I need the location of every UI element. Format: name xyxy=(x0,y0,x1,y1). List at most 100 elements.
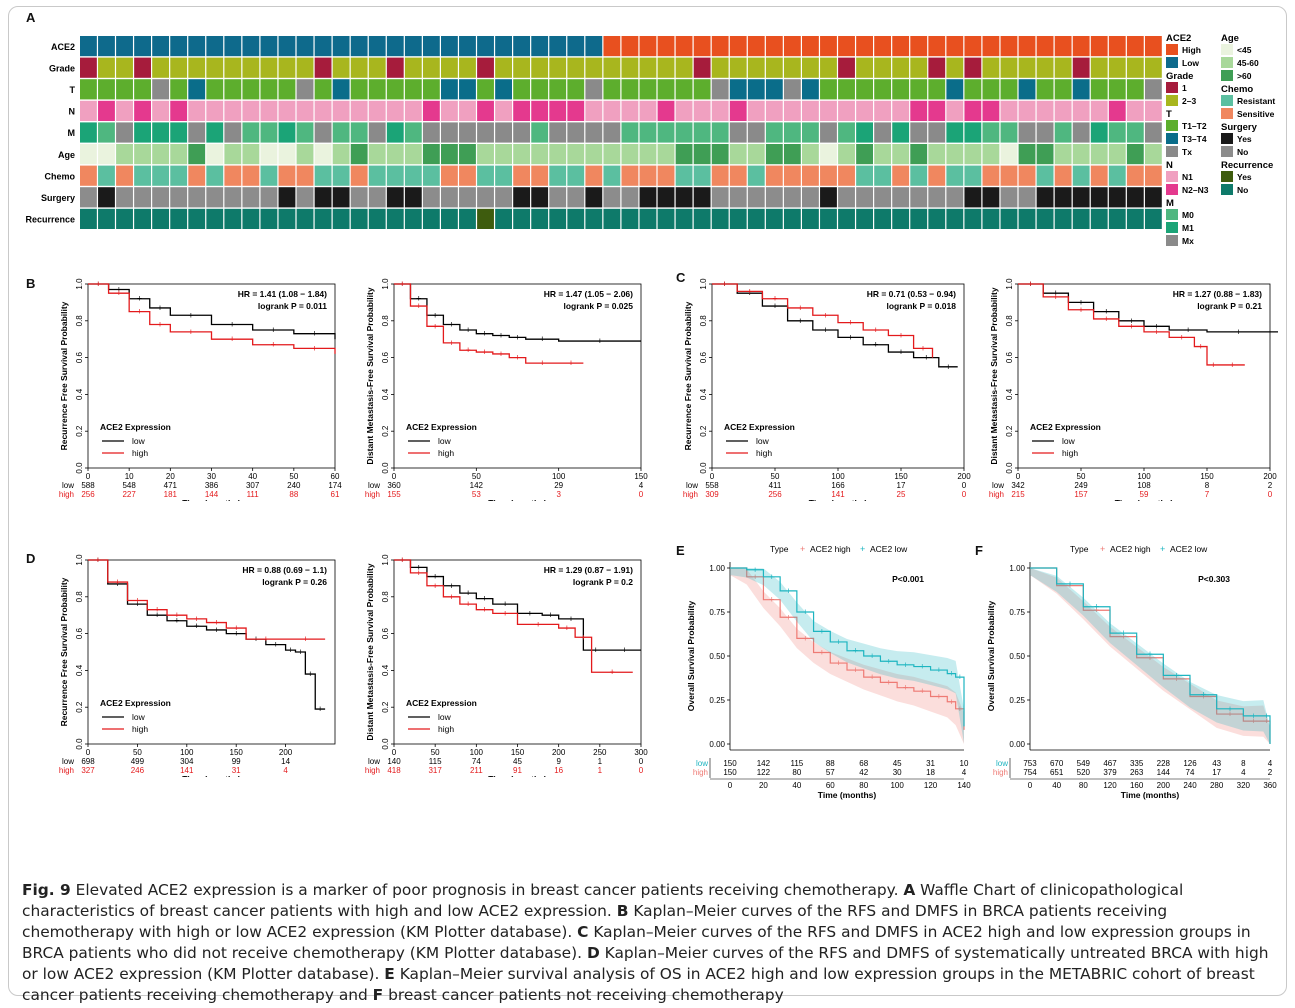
x-tick-label: 100 xyxy=(552,472,566,481)
legend-group-title: Grade xyxy=(1166,71,1193,82)
censor-mark: + xyxy=(234,629,239,639)
waffle-cell xyxy=(422,208,440,229)
waffle-cell xyxy=(1108,57,1126,78)
risk-value-low: 4 xyxy=(1268,759,1273,768)
waffle-cell xyxy=(495,208,512,229)
censor-mark: + xyxy=(1154,321,1159,331)
waffle-cell xyxy=(98,100,115,121)
censor-mark: + xyxy=(1211,360,1216,370)
waffle-cell xyxy=(639,165,657,186)
waffle-cell xyxy=(765,144,783,165)
waffle-cell xyxy=(332,57,350,78)
waffle-cell xyxy=(98,165,115,186)
censor-mark: + xyxy=(449,581,454,591)
waffle-cell xyxy=(982,79,1000,100)
waffle-cell xyxy=(675,100,693,121)
legend-type-label: Type xyxy=(1070,544,1089,554)
risk-value-high: 211 xyxy=(470,766,483,775)
legend-swatch xyxy=(1166,120,1178,131)
x-tick-label: 10 xyxy=(125,472,134,481)
waffle-cell xyxy=(459,165,476,186)
waffle-cell xyxy=(928,208,946,229)
waffle-cell xyxy=(188,187,206,208)
legend-swatch xyxy=(1166,95,1178,106)
legend-title: ACE2 Expression xyxy=(406,698,477,708)
y-tick-label: 0.00 xyxy=(1009,740,1025,749)
waffle-cell xyxy=(441,144,458,165)
waffle-cell xyxy=(116,144,133,165)
waffle-cell xyxy=(513,144,531,165)
waffle-row-label: Age xyxy=(58,150,75,160)
waffle-cell xyxy=(747,122,765,143)
waffle-cell xyxy=(729,165,747,186)
waffle-cell xyxy=(639,57,657,78)
waffle-cell xyxy=(874,57,892,78)
censor-mark: + xyxy=(903,683,908,693)
risk-value-high: 227 xyxy=(122,490,136,499)
waffle-cell xyxy=(1108,79,1126,100)
y-tick-label: 0.8 xyxy=(1005,315,1014,327)
waffle-cell xyxy=(657,165,675,186)
waffle-cell xyxy=(621,122,639,143)
x-tick-label: 150 xyxy=(230,748,244,757)
waffle-cell xyxy=(513,36,531,57)
risk-value-high: 25 xyxy=(897,490,906,499)
waffle-cell xyxy=(603,79,621,100)
censor-mark: + xyxy=(229,334,234,344)
waffle-cell xyxy=(1018,36,1036,57)
censor-mark: + xyxy=(271,325,276,335)
waffle-cell xyxy=(278,187,296,208)
risk-value-low: 108 xyxy=(1137,481,1151,490)
caption-panel-ref: A xyxy=(903,881,916,899)
waffle-cell xyxy=(98,79,115,100)
waffle-cell xyxy=(1144,165,1162,186)
censor-mark: + xyxy=(920,662,925,672)
waffle-cell xyxy=(802,122,819,143)
waffle-cell xyxy=(332,165,350,186)
waffle-cell xyxy=(98,144,115,165)
waffle-cell xyxy=(242,122,260,143)
legend-title: ACE2 Expression xyxy=(100,422,171,432)
waffle-cell xyxy=(928,144,946,165)
censor-mark: + xyxy=(273,640,278,650)
waffle-cell xyxy=(783,57,801,78)
legend-item-label: N2–N3 xyxy=(1182,185,1209,195)
waffle-cell xyxy=(386,122,404,143)
waffle-cell xyxy=(441,57,458,78)
km-plot-d-dmfs: 0.0 0.2 0.4 0.6 0.8 1.0 Distant Metastasis-Fre… xyxy=(365,554,648,777)
waffle-cell xyxy=(928,57,946,78)
waffle-cell xyxy=(603,208,621,229)
waffle-cell xyxy=(368,36,386,57)
waffle-cell xyxy=(1054,144,1072,165)
waffle-cell xyxy=(116,187,133,208)
waffle-cell xyxy=(711,144,729,165)
censor-mark: + xyxy=(433,310,438,320)
waffle-cell xyxy=(892,79,910,100)
waffle-cell xyxy=(206,208,224,229)
confidence-band xyxy=(1030,568,1270,744)
censor-mark: + xyxy=(135,595,140,605)
waffle-cell xyxy=(206,144,224,165)
waffle-cell xyxy=(224,100,242,121)
waffle-cell xyxy=(729,122,747,143)
waffle-cell xyxy=(765,36,783,57)
risk-value-low: 126 xyxy=(1183,759,1197,768)
waffle-cell xyxy=(693,122,711,143)
risk-value-high: 256 xyxy=(768,490,782,499)
waffle-cell xyxy=(152,144,170,165)
waffle-cell xyxy=(711,79,729,100)
y-tick-label: 1.0 xyxy=(75,554,84,566)
waffle-cell xyxy=(874,79,892,100)
y-axis-label: Overall Survival Probability xyxy=(986,600,996,711)
waffle-cell xyxy=(531,208,549,229)
waffle-cell xyxy=(404,79,422,100)
risk-value-high: 418 xyxy=(387,766,401,775)
legend-mark-high: + xyxy=(1100,544,1105,554)
censor-mark: + xyxy=(318,704,323,714)
waffle-cell xyxy=(1018,208,1036,229)
waffle-cell xyxy=(206,187,224,208)
waffle-cell xyxy=(495,100,512,121)
risk-row-label-low: low xyxy=(62,481,74,490)
risk-value-high: 122 xyxy=(757,768,771,777)
censor-mark: + xyxy=(503,599,508,609)
